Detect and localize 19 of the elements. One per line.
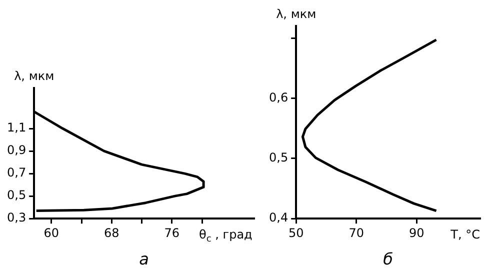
- y-tick-label: 0,5: [6, 188, 26, 202]
- y-tick-label: 0,9: [6, 143, 26, 158]
- y-tick-label: 0,6: [268, 90, 288, 104]
- x-tick-label: 70: [348, 226, 364, 240]
- x-tick-label: 50: [288, 226, 304, 240]
- y-axis-title: λ, мкм: [14, 69, 54, 83]
- y-tick-label: 0,3: [6, 210, 26, 225]
- x-tick-label: 76: [164, 226, 180, 240]
- y-tick-label: 0,7: [6, 166, 26, 180]
- x-tick-label: 90: [409, 226, 424, 240]
- text: б: [383, 250, 394, 269]
- x-axis-title: T, °C: [450, 228, 480, 242]
- x-tick-label: 68: [104, 226, 120, 240]
- y-tick-label: 0,4: [268, 210, 288, 225]
- y-axis-title: λ, мкм: [276, 7, 316, 21]
- y-tick-label: 1,1: [6, 120, 26, 135]
- y-tick-label: 0,5: [268, 150, 288, 165]
- text: а: [139, 250, 149, 269]
- x-tick-label: 60: [44, 226, 60, 240]
